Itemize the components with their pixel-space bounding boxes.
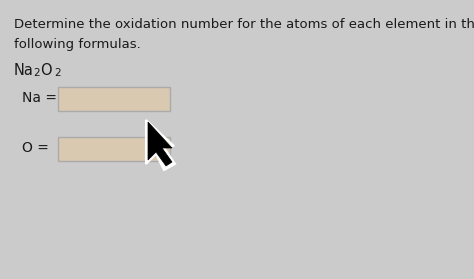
Text: Determine the oxidation number for the atoms of each element in the: Determine the oxidation number for the a… xyxy=(14,18,474,31)
Text: 2: 2 xyxy=(54,68,61,78)
Text: Na =: Na = xyxy=(22,91,57,105)
FancyBboxPatch shape xyxy=(58,87,170,111)
Polygon shape xyxy=(146,120,175,170)
FancyBboxPatch shape xyxy=(58,137,170,161)
Text: Na: Na xyxy=(14,63,34,78)
Text: following formulas.: following formulas. xyxy=(14,38,141,51)
Text: 2: 2 xyxy=(33,68,40,78)
Text: O =: O = xyxy=(22,141,49,155)
Polygon shape xyxy=(148,122,172,166)
Text: O: O xyxy=(40,63,52,78)
